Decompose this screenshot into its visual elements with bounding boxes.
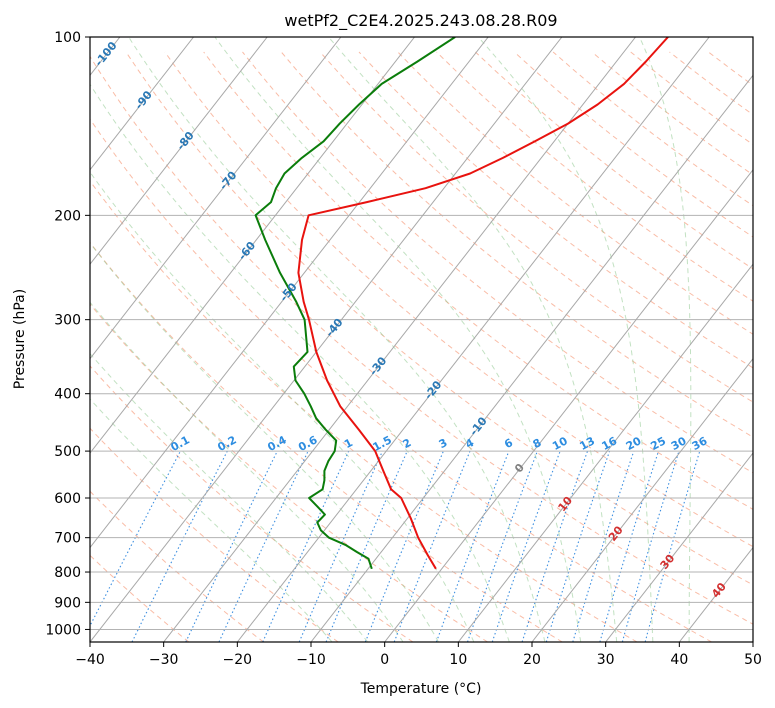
moist-adiabat-line <box>90 242 439 642</box>
x-tick-label: −10 <box>296 652 326 668</box>
isotherm-line <box>90 37 415 454</box>
mixing-ratio-line <box>298 450 384 642</box>
isotherm-line <box>90 37 268 266</box>
y-tick-label: 800 <box>54 565 81 581</box>
y-tick-label: 900 <box>54 595 81 611</box>
x-tick-label: 10 <box>449 652 467 668</box>
mixing-ratio-line <box>466 450 538 642</box>
mixing-ratio-label: 10 <box>550 434 570 453</box>
x-tick-label: −20 <box>223 652 253 668</box>
mixing-ratio-line <box>621 450 680 642</box>
mixing-ratio-line <box>435 450 510 642</box>
dry-adiabat-line <box>90 490 264 642</box>
dry-adiabat-line <box>90 241 563 642</box>
dry-adiabat-line <box>90 180 638 642</box>
moist-adiabat-line <box>90 171 475 642</box>
dewpoint-line <box>254 37 456 570</box>
dry-adiabat-line <box>90 55 753 625</box>
mixing-ratio-line <box>572 450 635 642</box>
moist-adiabat-line <box>90 352 368 642</box>
x-tick-label: 0 <box>380 652 389 668</box>
isotherm-line <box>605 452 753 642</box>
dry-adiabat-line <box>319 51 753 403</box>
y-axis-label: Pressure (hPa) <box>12 289 28 389</box>
x-tick-label: 20 <box>523 652 541 668</box>
x-tick-label: −40 <box>75 652 105 668</box>
mixing-ratio-line <box>262 450 350 642</box>
y-tick-label: 400 <box>54 387 81 403</box>
mixing-ratio-line <box>491 450 561 642</box>
x-tick-label: 30 <box>597 652 615 668</box>
moist-adiabat-line <box>214 37 582 642</box>
dry-adiabat-line <box>242 51 753 474</box>
dry-adiabat-line <box>90 427 339 642</box>
mixing-ratio-line <box>545 450 611 642</box>
dry-adiabat-line <box>90 365 414 642</box>
dry-adiabat-line <box>90 303 488 642</box>
dry-adiabat-line <box>203 51 753 510</box>
moist-adiabat-line <box>638 37 692 642</box>
mixing-ratio-line <box>521 450 589 642</box>
x-axis-label: Temperature (°C) <box>360 681 482 697</box>
mixing-ratio-label: 20 <box>624 434 644 453</box>
moist-adiabat-line <box>90 83 510 642</box>
mixing-ratio-label: 16 <box>600 434 620 453</box>
mixing-ratio-label: 36 <box>690 434 710 453</box>
moist-adiabat-line <box>328 37 618 642</box>
dry-adiabat-line <box>125 51 753 586</box>
moist-adiabat-line <box>90 398 333 642</box>
y-tick-label: 100 <box>54 30 81 46</box>
plot-frame <box>89 36 754 643</box>
y-tick-label: 500 <box>54 444 81 460</box>
mixing-ratio-line <box>599 450 660 642</box>
y-tick-label: 600 <box>54 491 81 507</box>
moist-adiabat-line <box>128 37 546 642</box>
mixing-ratio-label: 13 <box>577 434 597 453</box>
moist-adiabat-line <box>477 37 654 642</box>
temperature-line <box>297 37 669 570</box>
mixing-ratio-line <box>364 450 444 642</box>
isotherm-line <box>310 74 753 642</box>
isotherm-line <box>90 37 563 642</box>
x-tick-label: −30 <box>149 652 179 668</box>
isotherm-line <box>90 37 342 360</box>
isotherm-line <box>531 357 753 642</box>
isotherm-line <box>163 37 636 642</box>
dry-adiabat-line <box>90 554 190 642</box>
mixing-ratio-label: 25 <box>648 434 668 453</box>
y-tick-label: 1000 <box>45 622 81 638</box>
mixing-ratio-line <box>325 450 408 642</box>
x-tick-label: 40 <box>670 652 688 668</box>
y-tick-label: 300 <box>54 313 81 329</box>
chart-title: wetPf2_C2E4.2025.243.08.28.R09 <box>284 11 557 31</box>
y-tick-label: 200 <box>54 208 81 224</box>
isotherm-line <box>90 37 489 549</box>
dry-adiabat-line <box>436 51 753 302</box>
mixing-ratio-label: 30 <box>669 434 689 453</box>
isotherm-line <box>90 37 194 171</box>
x-tick-label: 50 <box>744 652 762 668</box>
dry-adiabat-line <box>358 51 753 369</box>
isotherm-line <box>457 263 753 642</box>
isotherm-line <box>236 37 710 642</box>
isotherm-line <box>384 168 753 642</box>
y-tick-label: 700 <box>54 531 81 547</box>
